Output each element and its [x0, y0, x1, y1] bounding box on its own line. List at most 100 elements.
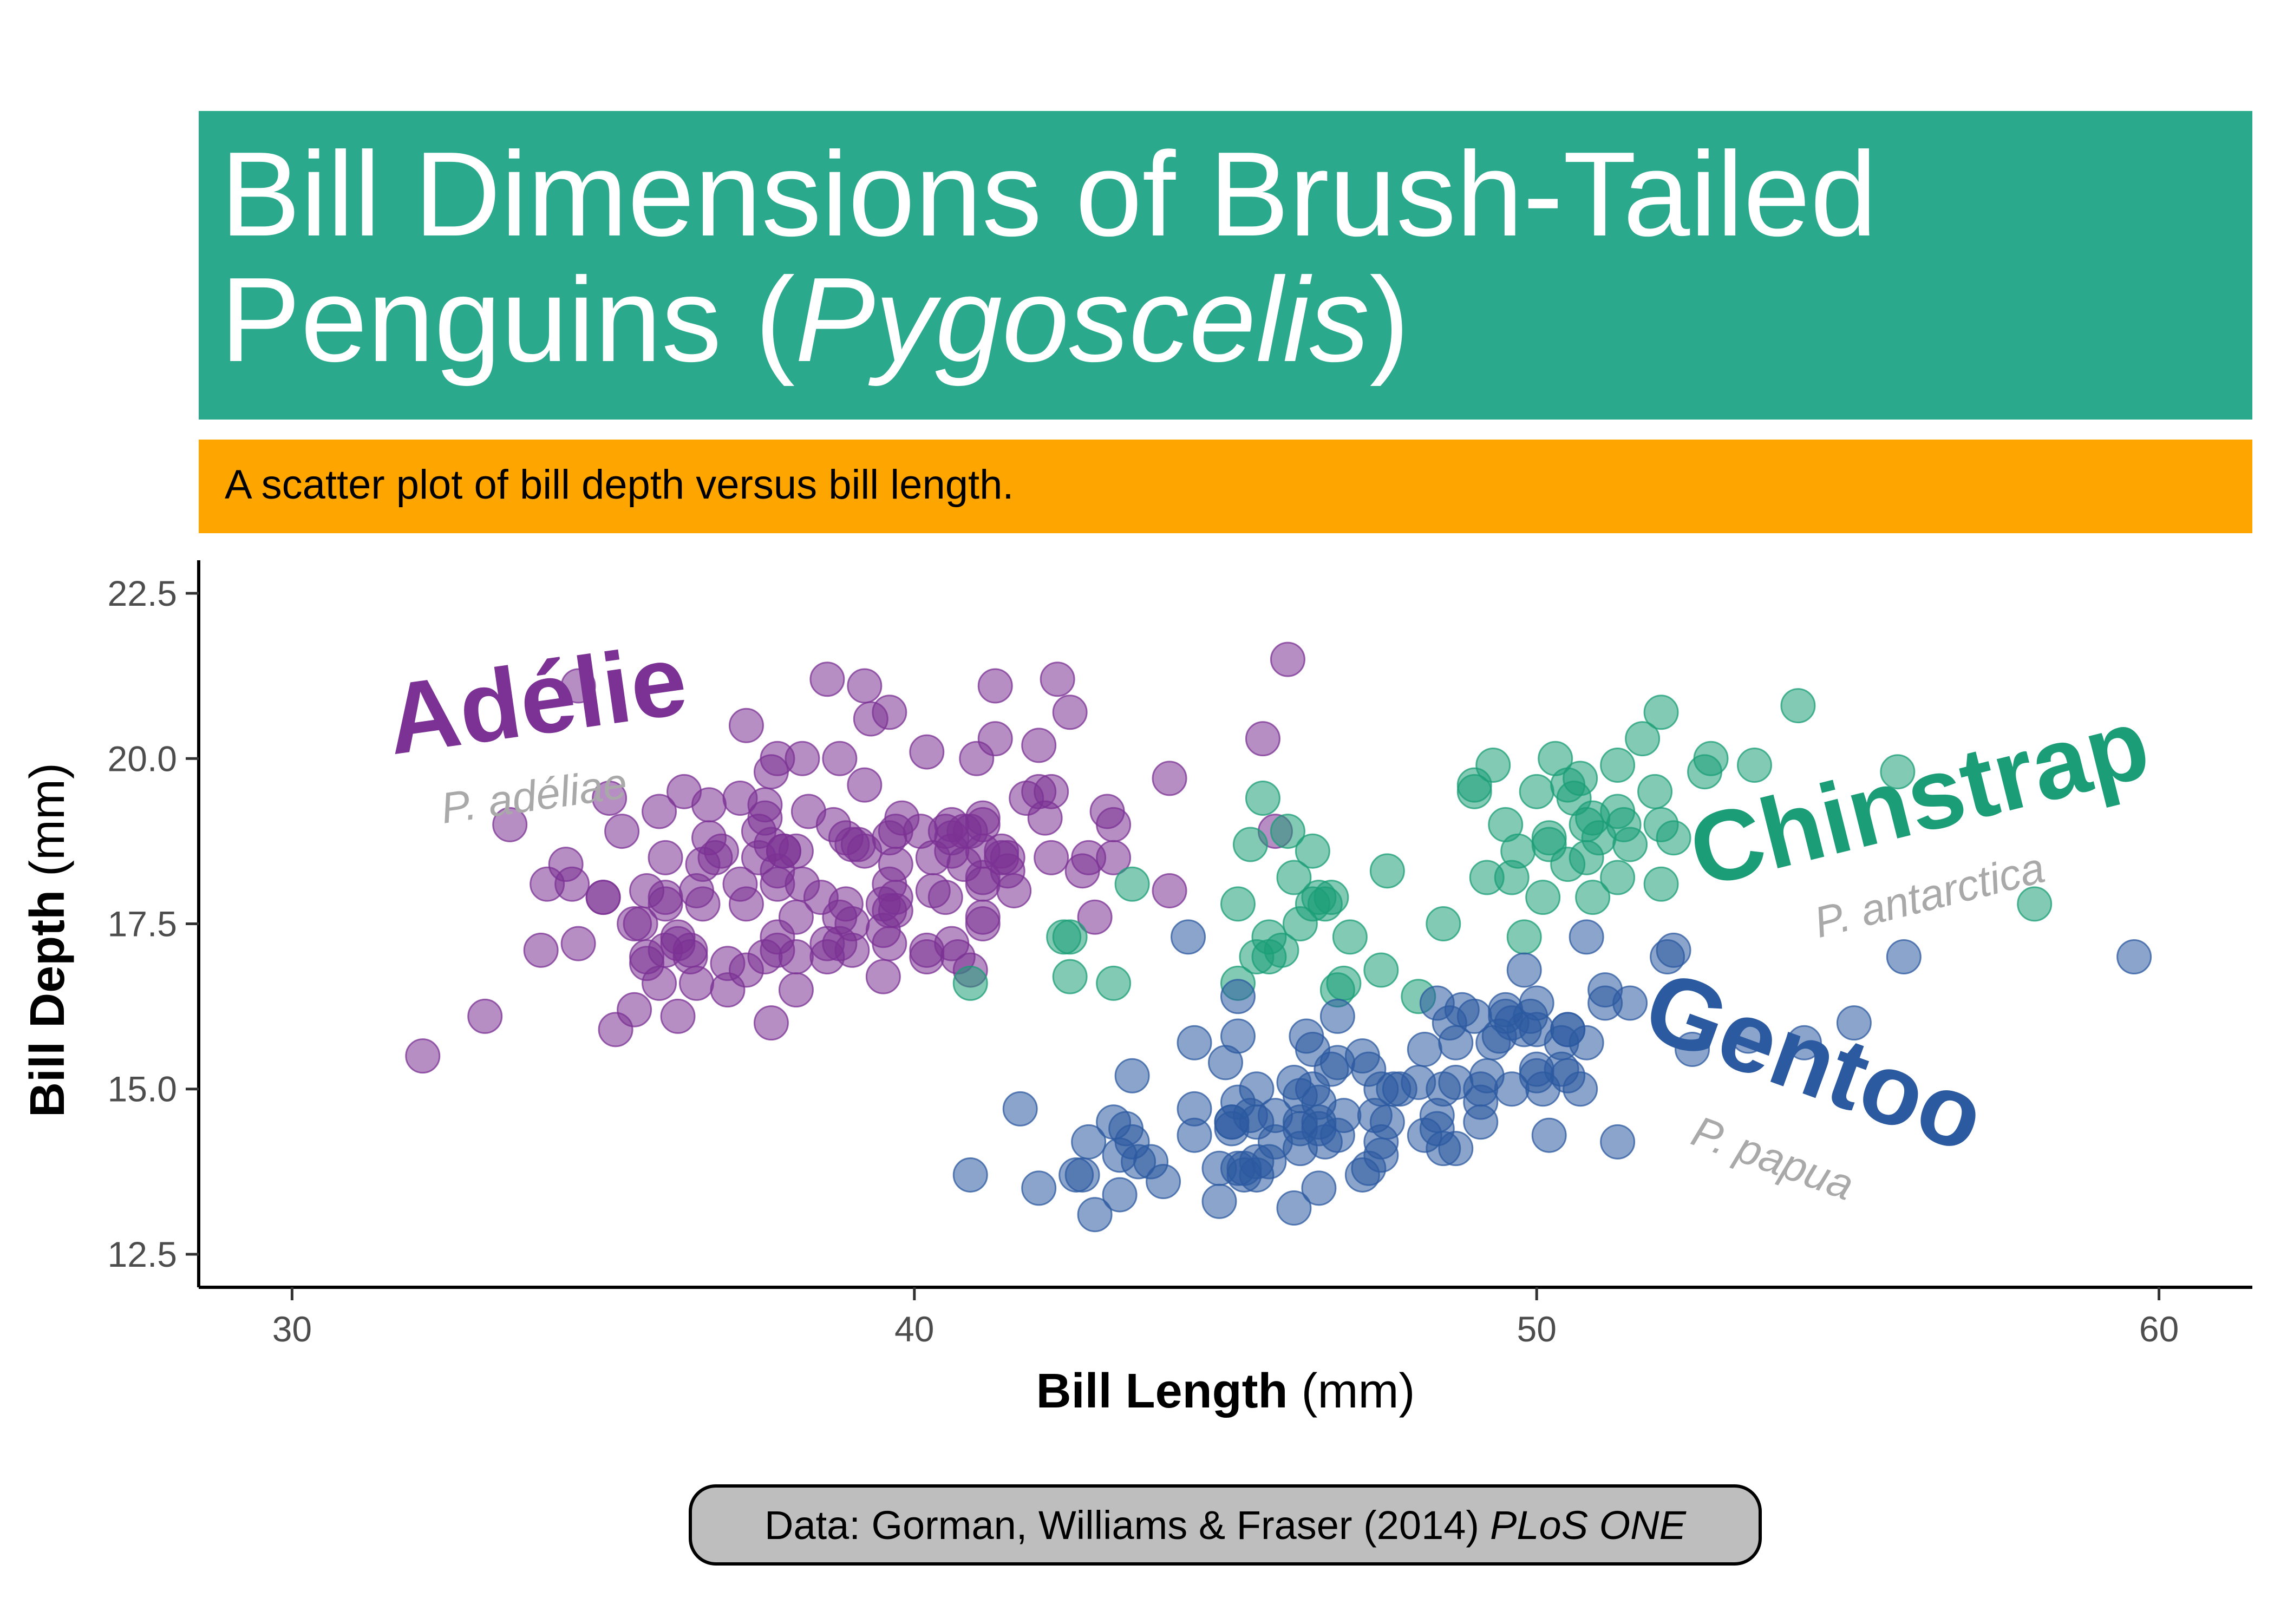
point-adlie	[685, 847, 721, 882]
point-adlie	[1034, 774, 1069, 809]
point-chinstrap	[1114, 866, 1150, 902]
point-chinstrap	[1494, 860, 1530, 895]
y-tick-label: 12.5	[108, 1234, 177, 1274]
point-chinstrap	[1643, 695, 1679, 730]
point-gentoo	[1077, 1197, 1113, 1233]
point-gentoo	[1208, 1045, 1243, 1081]
title-line-2-prefix: Penguins (	[220, 253, 795, 387]
point-gentoo	[1201, 1150, 1237, 1186]
point-adlie	[785, 741, 820, 776]
point-chinstrap	[1656, 820, 1691, 856]
x-tick-label: 60	[2139, 1309, 2179, 1349]
point-gentoo	[1319, 998, 1355, 1034]
point-adlie	[834, 932, 870, 968]
point-gentoo	[1276, 1190, 1312, 1226]
point-gentoo	[1102, 1137, 1138, 1173]
point-chinstrap	[1426, 906, 1461, 941]
point-chinstrap	[1625, 721, 1661, 757]
point-chinstrap	[1369, 853, 1405, 889]
point-adlie	[822, 741, 858, 776]
point-adlie	[560, 668, 596, 704]
point-adlie	[604, 814, 640, 849]
point-adlie	[560, 926, 596, 961]
point-gentoo	[1295, 1031, 1330, 1067]
point-chinstrap	[1475, 747, 1511, 783]
point-chinstrap	[952, 965, 988, 1001]
point-adlie	[1270, 641, 1305, 677]
point-adlie	[927, 880, 963, 915]
point-gentoo	[1463, 1071, 1499, 1107]
point-chinstrap	[1270, 814, 1305, 849]
point-adlie	[648, 840, 683, 875]
title-banner: Bill Dimensions of Brush-Tailed Penguins…	[199, 111, 2252, 420]
caption-text: Data: Gorman, Williams & Fraser (2014)	[764, 1502, 1480, 1548]
point-adlie	[753, 1005, 789, 1041]
y-axis-label: Bill Depth (mm)	[21, 763, 75, 1117]
point-adlie	[648, 932, 683, 968]
point-chinstrap	[1052, 959, 1088, 994]
point-adlie	[760, 866, 795, 902]
point-chinstrap	[1606, 807, 1642, 842]
point-chinstrap	[1780, 688, 1816, 724]
point-adlie	[990, 840, 1025, 875]
point-adlie	[598, 1012, 633, 1047]
axes: 30 40 50 60 12.5 15.0 17.5 20.0 22.5 Bill Length …	[21, 560, 2252, 1418]
point-gentoo	[1513, 998, 1548, 1034]
point-chinstrap	[1880, 754, 1916, 790]
point-adlie	[1021, 728, 1057, 763]
point-chinstrap	[1276, 860, 1312, 895]
point-gentoo	[952, 1157, 988, 1193]
x-axis-label-bold: Bill Length	[1036, 1364, 1288, 1418]
point-gentoo	[1344, 1038, 1380, 1074]
y-tick-label: 17.5	[108, 904, 177, 944]
point-chinstrap	[1637, 774, 1673, 809]
title-line-2: Penguins (Pygoscelis)	[220, 257, 2224, 383]
point-adlie	[679, 965, 715, 1001]
point-chinstrap	[1525, 880, 1561, 915]
point-chinstrap	[1569, 807, 1604, 842]
y-tick-label: 20.0	[108, 738, 177, 778]
point-adlie	[847, 668, 883, 704]
point-chinstrap	[1052, 919, 1088, 955]
point-chinstrap	[1332, 919, 1368, 955]
point-chinstrap	[1531, 827, 1567, 862]
point-adlie	[778, 972, 814, 1008]
y-axis-label-unit: (mm)	[21, 763, 75, 890]
point-adlie	[666, 774, 702, 809]
point-gentoo	[1494, 1071, 1530, 1107]
point-chinstrap	[1220, 886, 1256, 922]
x-tick-label: 40	[894, 1309, 934, 1349]
point-adlie	[934, 807, 970, 842]
x-axis-label-unit: (mm)	[1288, 1364, 1415, 1418]
point-chinstrap	[1245, 781, 1280, 816]
point-adlie	[1077, 899, 1113, 935]
point-adlie	[803, 880, 839, 915]
point-chinstrap	[1538, 741, 1573, 776]
point-chinstrap	[1600, 747, 1636, 783]
point-gentoo	[1114, 1058, 1150, 1093]
subtitle-banner: A scatter plot of bill depth versus bill…	[199, 440, 2252, 533]
point-adlie	[965, 906, 1001, 941]
point-gentoo	[1836, 1005, 1872, 1041]
point-adlie	[728, 952, 764, 988]
point-gentoo	[1295, 1071, 1330, 1107]
point-gentoo	[1002, 1091, 1038, 1127]
point-adlie	[405, 1038, 441, 1074]
point-gentoo	[1407, 1031, 1442, 1067]
sublabel-adlie: P. adéliae	[438, 759, 630, 833]
point-adlie	[747, 800, 783, 836]
point-gentoo	[1401, 1065, 1436, 1101]
point-adlie	[1034, 840, 1069, 875]
point-gentoo	[1319, 1117, 1355, 1153]
title-genus: Pygoscelis	[795, 253, 1370, 387]
y-tick-label: 15.0	[108, 1069, 177, 1109]
point-gentoo	[1600, 1124, 1636, 1160]
point-adlie	[1152, 761, 1187, 796]
point-adlie	[872, 926, 907, 961]
point-gentoo	[1282, 1131, 1318, 1167]
point-adlie	[741, 840, 776, 875]
point-chinstrap	[1251, 939, 1287, 975]
point-gentoo	[1612, 985, 1648, 1021]
point-adlie	[592, 781, 628, 816]
